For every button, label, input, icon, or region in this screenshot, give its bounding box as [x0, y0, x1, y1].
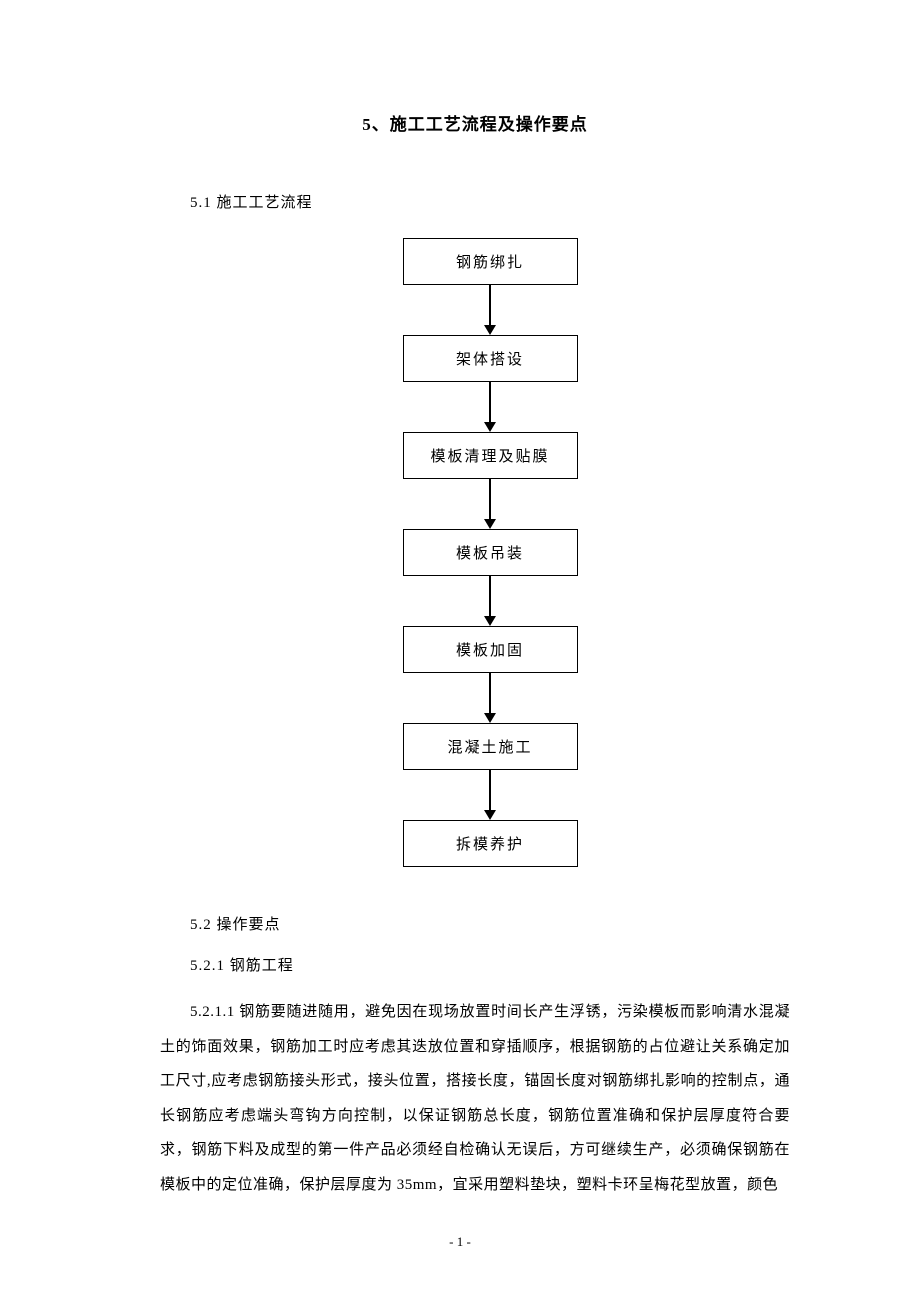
section-5-2-1-heading: 5.2.1 钢筋工程	[160, 954, 790, 975]
flowchart-arrow	[484, 479, 496, 529]
flowchart-node: 钢筋绑扎	[403, 238, 578, 285]
page-title: 5、施工工艺流程及操作要点	[160, 110, 790, 135]
flowchart-node: 模板清理及贴膜	[403, 432, 578, 479]
flowchart-node: 混凝土施工	[403, 723, 578, 770]
flowchart-arrow	[484, 576, 496, 626]
flowchart-node: 架体搭设	[403, 335, 578, 382]
paragraph-5-2-1-1: 5.2.1.1 钢筋要随进随用，避免因在现场放置时间长产生浮锈，污染模板而影响清…	[160, 995, 790, 1202]
page-number: - 1 -	[0, 1234, 920, 1250]
flowchart-arrow	[484, 770, 496, 820]
flowchart-node: 拆模养护	[403, 820, 578, 867]
section-5-2-heading: 5.2 操作要点	[160, 913, 790, 934]
flowchart-arrow	[484, 285, 496, 335]
process-flowchart: 钢筋绑扎 架体搭设 模板清理及贴膜 模板吊装 模板加固 混凝土施工	[190, 238, 790, 867]
section-5-1-heading: 5.1 施工工艺流程	[160, 191, 790, 212]
document-page: 5、施工工艺流程及操作要点 5.1 施工工艺流程 钢筋绑扎 架体搭设 模板清理及…	[0, 0, 920, 1262]
flowchart-arrow	[484, 382, 496, 432]
flowchart-node: 模板吊装	[403, 529, 578, 576]
flowchart-node: 模板加固	[403, 626, 578, 673]
flowchart-arrow	[484, 673, 496, 723]
